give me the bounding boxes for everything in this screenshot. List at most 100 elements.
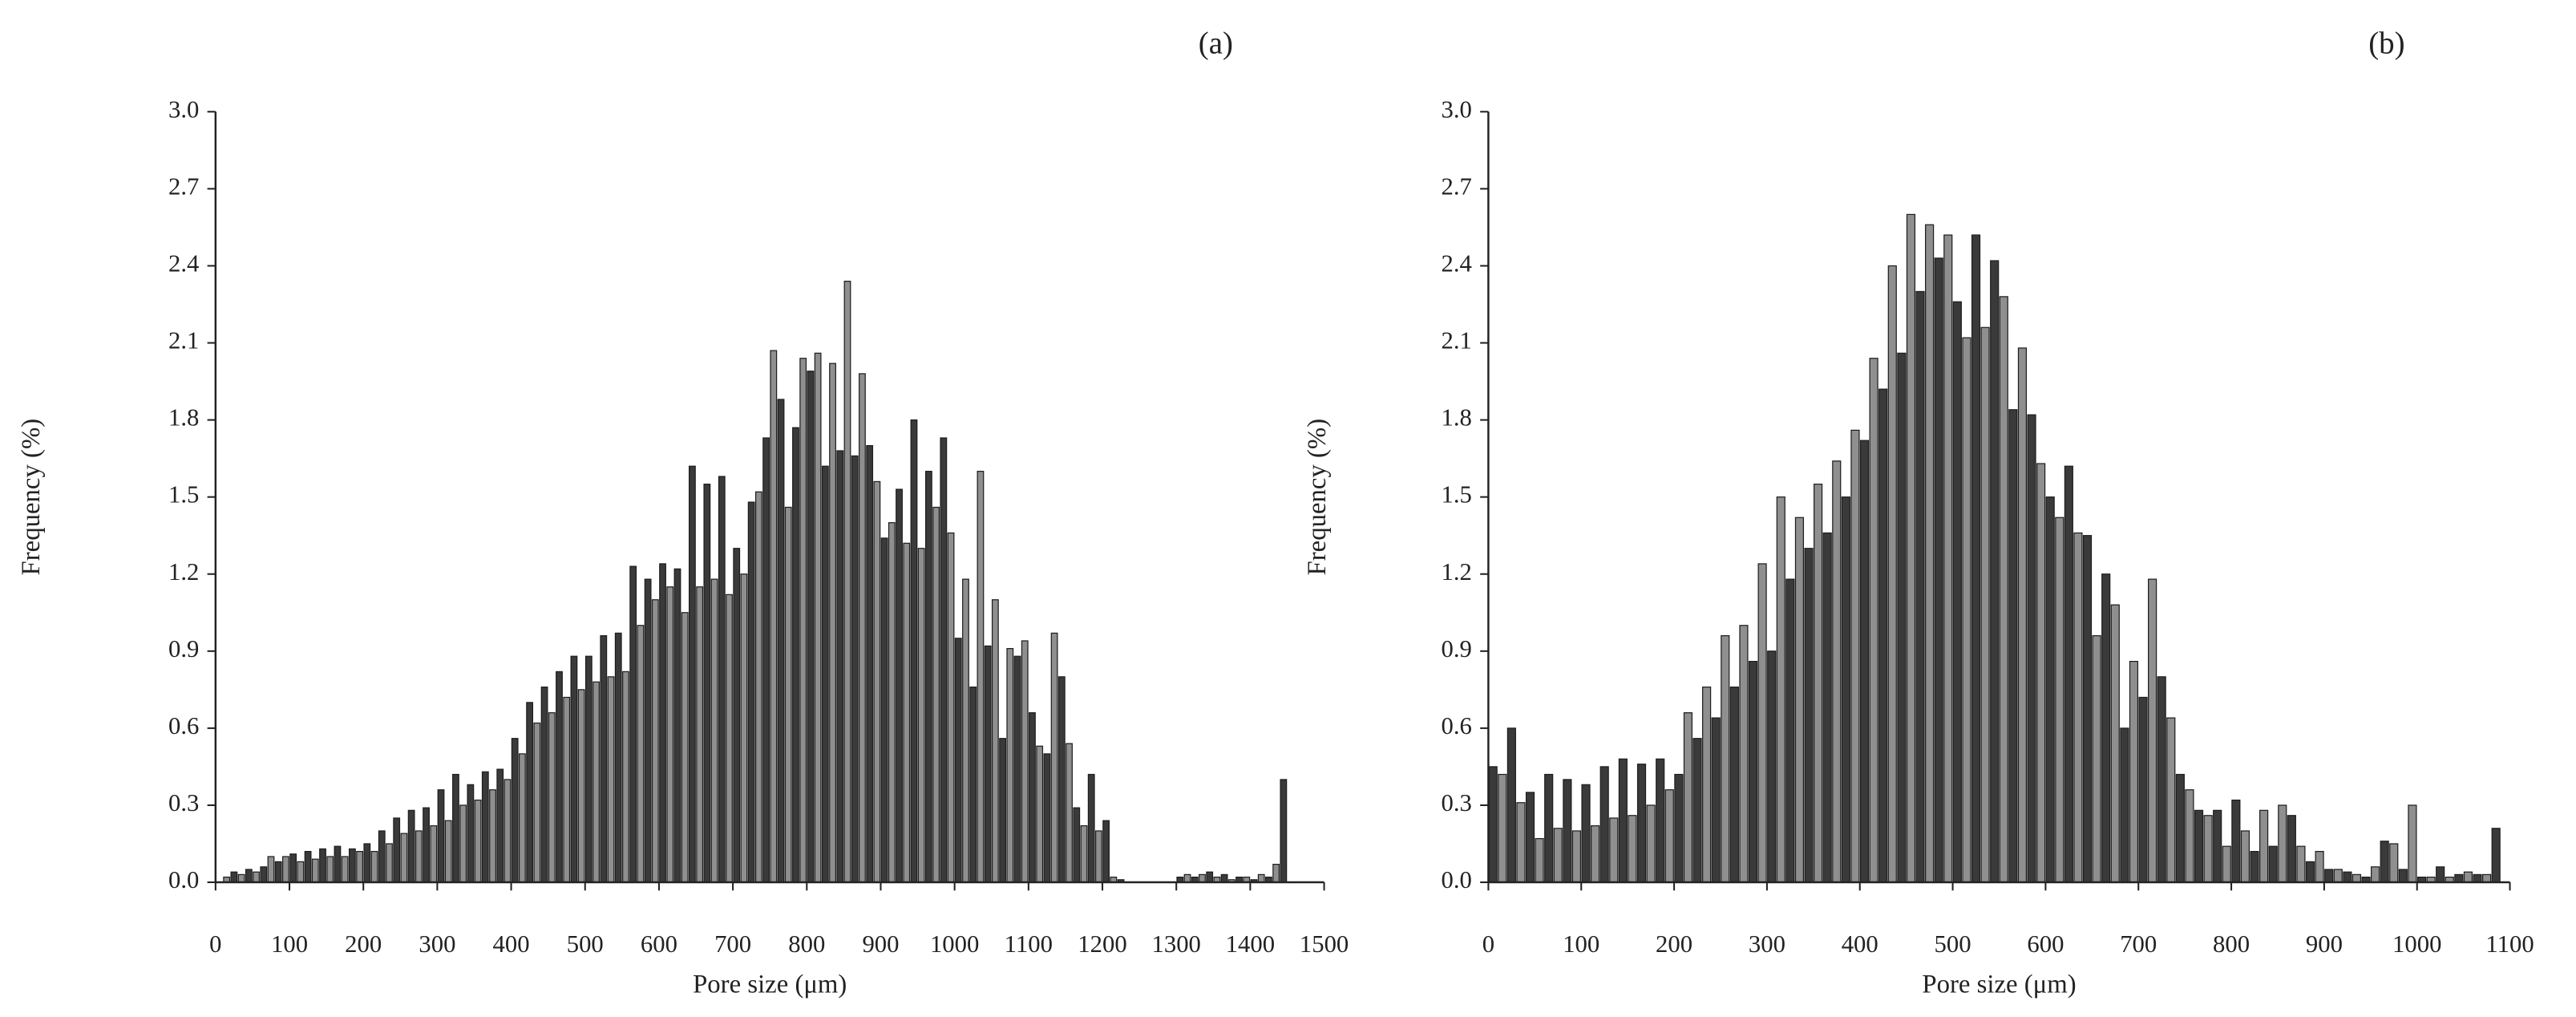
x-tick-label: 700 bbox=[2120, 930, 2157, 958]
bar bbox=[563, 696, 571, 883]
bar bbox=[1887, 265, 1897, 883]
bar bbox=[2436, 866, 2445, 883]
bar bbox=[710, 578, 718, 883]
bar bbox=[348, 848, 356, 883]
x-tick-label: 900 bbox=[2306, 930, 2343, 958]
bar bbox=[2129, 661, 2139, 883]
bar bbox=[1220, 873, 1228, 883]
bar bbox=[1915, 290, 1925, 883]
bar bbox=[733, 548, 741, 883]
chart-title: (b) bbox=[2368, 26, 2404, 60]
y-tick-label: 0.3 bbox=[168, 789, 199, 816]
bar bbox=[622, 671, 629, 883]
bar bbox=[378, 830, 386, 883]
bar bbox=[2231, 799, 2241, 883]
bar bbox=[718, 476, 726, 883]
bar bbox=[2045, 496, 2055, 883]
bar bbox=[1721, 634, 1730, 883]
bar bbox=[1804, 548, 1814, 883]
bar bbox=[2157, 676, 2166, 883]
bar bbox=[1674, 773, 1684, 883]
bar bbox=[1257, 873, 1265, 883]
bar bbox=[1999, 296, 2008, 883]
bar bbox=[1962, 337, 1971, 883]
bar bbox=[2175, 773, 2185, 883]
bar bbox=[1906, 213, 1916, 883]
x-tick-label: 500 bbox=[1935, 930, 1971, 958]
bar bbox=[2240, 830, 2250, 883]
bar bbox=[2278, 804, 2287, 883]
bar bbox=[341, 856, 349, 883]
y-tick-label: 2.1 bbox=[1442, 327, 1472, 355]
bar bbox=[260, 866, 268, 883]
bar bbox=[2296, 845, 2306, 883]
y-tick-label: 0.9 bbox=[1442, 635, 1472, 662]
y-tick-label: 3.0 bbox=[1442, 95, 1472, 123]
bar bbox=[784, 506, 792, 883]
x-tick-label: 1100 bbox=[2485, 930, 2534, 958]
bar bbox=[2082, 535, 2093, 883]
bar bbox=[1036, 745, 1044, 883]
bar bbox=[2120, 727, 2129, 883]
bar bbox=[503, 779, 512, 883]
bar bbox=[319, 848, 326, 883]
y-tick-label: 1.2 bbox=[1442, 558, 1472, 585]
bar bbox=[2324, 869, 2334, 883]
bar bbox=[289, 853, 297, 883]
bar bbox=[1599, 766, 1609, 883]
bar bbox=[230, 871, 238, 883]
x-tick-label: 600 bbox=[2027, 930, 2064, 958]
bar bbox=[1080, 825, 1088, 883]
x-tick-label: 0 bbox=[209, 930, 221, 958]
bar bbox=[1711, 717, 1721, 883]
bar bbox=[969, 687, 977, 883]
bar bbox=[1206, 871, 1214, 883]
bar bbox=[1925, 224, 1935, 883]
x-tick-label: 1300 bbox=[1151, 930, 1200, 958]
bar bbox=[2333, 869, 2343, 883]
bar bbox=[740, 573, 748, 883]
bar bbox=[2371, 866, 2380, 883]
bar bbox=[1581, 784, 1591, 883]
bar bbox=[1488, 766, 1498, 883]
bar bbox=[1021, 640, 1029, 883]
bar bbox=[799, 358, 807, 883]
bar bbox=[2463, 871, 2473, 883]
bar bbox=[2408, 804, 2417, 883]
bar bbox=[1591, 825, 1600, 883]
bar bbox=[859, 373, 866, 883]
bar bbox=[917, 548, 925, 883]
x-tick-label: 200 bbox=[1656, 930, 1692, 958]
bar bbox=[304, 850, 312, 883]
x-tick-label: 600 bbox=[641, 930, 677, 958]
bar bbox=[237, 873, 245, 883]
bar bbox=[511, 738, 519, 883]
bar bbox=[2008, 409, 2018, 883]
bar bbox=[903, 542, 911, 883]
bar bbox=[2222, 845, 2231, 883]
bar bbox=[1934, 257, 1943, 883]
bar bbox=[526, 702, 534, 883]
bar bbox=[1776, 496, 1785, 883]
bar bbox=[1729, 687, 1739, 883]
bar bbox=[393, 817, 401, 883]
bar bbox=[1043, 753, 1051, 883]
x-axis-label: Pore size (μm) bbox=[1922, 970, 2076, 999]
bar bbox=[1272, 863, 1280, 883]
bar bbox=[2268, 845, 2278, 883]
bar bbox=[924, 471, 932, 883]
bar bbox=[866, 444, 874, 883]
y-tick-label: 1.8 bbox=[1442, 404, 1472, 432]
bar bbox=[962, 578, 969, 883]
bar bbox=[423, 807, 430, 883]
bar bbox=[2055, 517, 2064, 883]
bar bbox=[1785, 578, 1795, 883]
x-tick-label: 1400 bbox=[1226, 930, 1275, 958]
x-tick-label: 100 bbox=[1563, 930, 1599, 958]
bar bbox=[1057, 676, 1066, 883]
bar bbox=[607, 676, 615, 883]
x-tick-label: 1500 bbox=[1300, 930, 1349, 958]
bar bbox=[370, 850, 378, 883]
bar bbox=[1618, 758, 1628, 883]
y-tick-label: 0.0 bbox=[1442, 866, 1472, 893]
